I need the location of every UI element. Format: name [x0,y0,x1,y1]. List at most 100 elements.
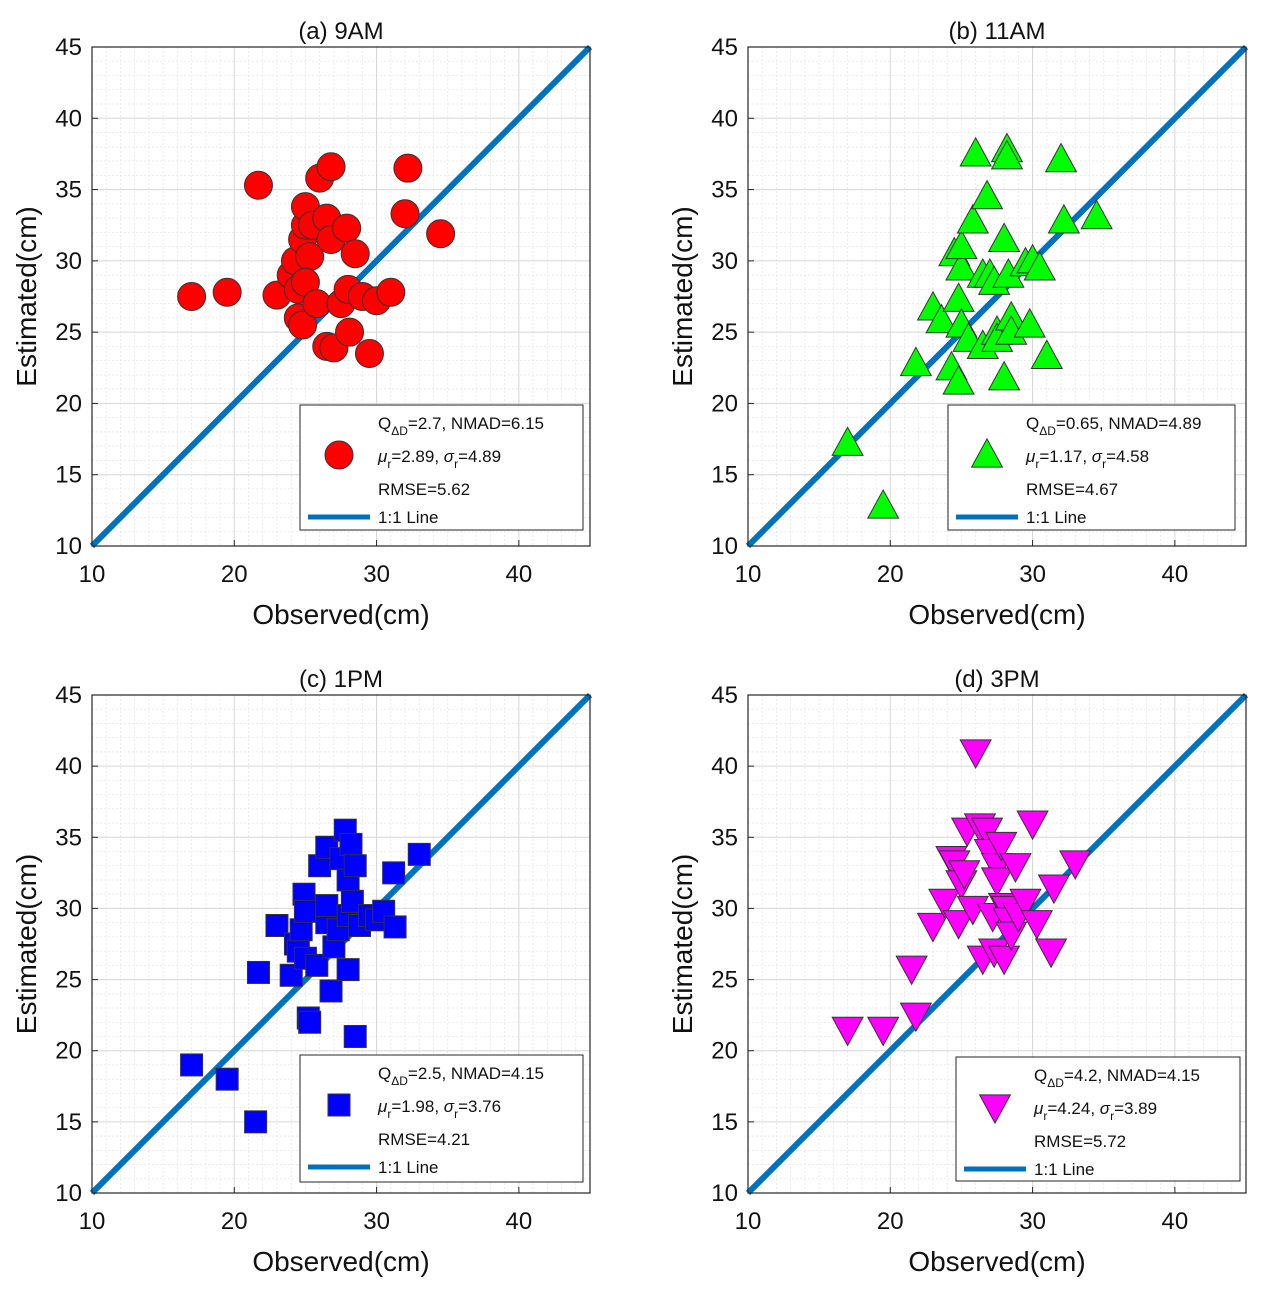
data-point [959,136,992,167]
data-point [288,310,318,340]
data-point [928,888,961,919]
legend-stat-q: QΔD=4.2, NMAD=4.15 [1034,1066,1200,1090]
legend-marker-icon [327,1093,351,1117]
data-point [319,979,343,1003]
panel-3: 10 20 30 40 10 15 20 25 30 35 40 45 (d) 3PM Observed(… [667,666,1249,1277]
legend-line-label: 1:1 Line [378,1158,439,1177]
x-tick-label: 10 [735,1208,762,1235]
legend-sigma-value: =3.89 [1114,1099,1157,1118]
legend-stat-q: QΔD=2.5, NMAD=4.15 [378,1064,544,1088]
legend-q-values: =2.5, NMAD=4.15 [408,1064,544,1083]
legend-q-symbol: Q [378,414,391,433]
data-point [1037,874,1071,905]
x-axis-label: Observed(cm) [908,599,1085,630]
y-tick-label: 15 [55,1109,82,1136]
y-tick-label: 20 [711,1038,738,1065]
y-tick-label: 40 [55,105,82,132]
y-tick-label: 10 [711,1180,738,1207]
data-point [925,303,958,334]
legend-mu-symbol: μ [377,1097,388,1116]
panel-0: 10 20 30 40 10 15 20 25 30 35 40 45 (a) 9AM Observed(… [11,18,593,630]
data-point [335,317,365,347]
legend-q-subscript: ΔD [1047,1076,1064,1090]
y-tick-label: 15 [55,462,82,489]
data-point [999,853,1032,883]
legend-mu-subscript: r [387,1107,391,1121]
legend-marker-icon [970,437,1004,468]
y-tick-label: 15 [711,1109,738,1136]
data-point [959,739,992,770]
data-point [407,842,431,866]
x-tick-label: 20 [221,1208,248,1235]
legend-sigma-subscript: r [454,1107,458,1121]
legend-mu-symbol: μ [377,447,388,466]
data-point [340,239,370,269]
panel-2: 10 20 30 40 10 15 20 25 30 35 40 45 (c) 1PM Observed(… [11,666,593,1277]
legend-box [299,404,584,531]
data-point [945,229,978,260]
data-point [1009,888,1042,919]
y-tick-label: 35 [711,824,738,851]
x-tick-label: 20 [877,561,904,588]
legend-stat-q: QΔD=0.65, NMAD=4.89 [1026,414,1201,438]
y-tick-label: 30 [711,895,738,922]
data-point [1047,203,1081,234]
legend-sigma-symbol: σ [444,447,455,466]
legend-mu-subscript: r [387,457,391,471]
data-point [1059,850,1092,881]
legend-stat-mu-sigma: μr=1.98, σr=3.76 [377,1097,501,1121]
legend-q-symbol: Q [378,1064,391,1083]
data-point [336,958,360,982]
legend-mu-value: =1.98, [391,1097,443,1116]
data-point [393,153,423,183]
data-point [1044,142,1078,173]
data-point [985,831,1018,862]
one-to-one-line [745,44,1249,549]
data-point [1030,339,1064,369]
y-tick-label: 10 [55,533,82,560]
chart-title: (c) 1PM [299,666,383,693]
data-point [1023,250,1056,281]
legend-marker-icon [978,1094,1012,1125]
data-point [970,179,1004,210]
legend-box [299,1054,584,1183]
legend-sigma-symbol: σ [444,1097,455,1116]
data-point [265,914,289,938]
data-point [1020,910,1054,940]
y-tick-label: 40 [55,753,82,780]
legend-sigma-symbol: σ [1100,1099,1111,1118]
data-point [343,854,367,878]
data-point [243,170,273,200]
panel-1: 10 20 30 40 10 15 20 25 30 35 40 45 (b) 11AM Observed… [667,18,1249,630]
x-tick-label: 40 [506,1208,533,1235]
data-point [980,867,1014,898]
legend-line-label: 1:1 Line [1034,1160,1095,1179]
legend-mu-symbol: μ [1033,1099,1044,1118]
x-axis-label: Observed(cm) [252,1246,429,1277]
legend-stat-mu-sigma: μr=1.17, σr=4.58 [1025,447,1149,471]
legend-rmse: RMSE=5.62 [378,480,470,499]
legend-sigma-value: =4.58 [1106,447,1149,466]
data-point [1034,938,1068,969]
data-point [382,861,406,885]
legend-sigma-subscript: r [454,457,458,471]
y-tick-label: 25 [711,319,738,346]
legend-mu-value: =2.89, [391,447,443,466]
y-tick-label: 45 [55,34,82,61]
x-tick-label: 30 [1019,1208,1046,1235]
x-tick-label: 10 [735,561,762,588]
legend-sigma-value: =4.89 [458,447,501,466]
data-point [305,953,329,977]
data-point [831,1016,864,1047]
data-point [942,282,975,312]
data-point [987,222,1021,253]
y-tick-label: 10 [711,533,738,560]
data-point [215,1067,239,1091]
y-tick-label: 10 [55,1180,82,1207]
y-tick-label: 20 [711,390,738,417]
data-point [942,364,975,395]
data-point [212,277,242,307]
x-tick-label: 40 [506,561,533,588]
